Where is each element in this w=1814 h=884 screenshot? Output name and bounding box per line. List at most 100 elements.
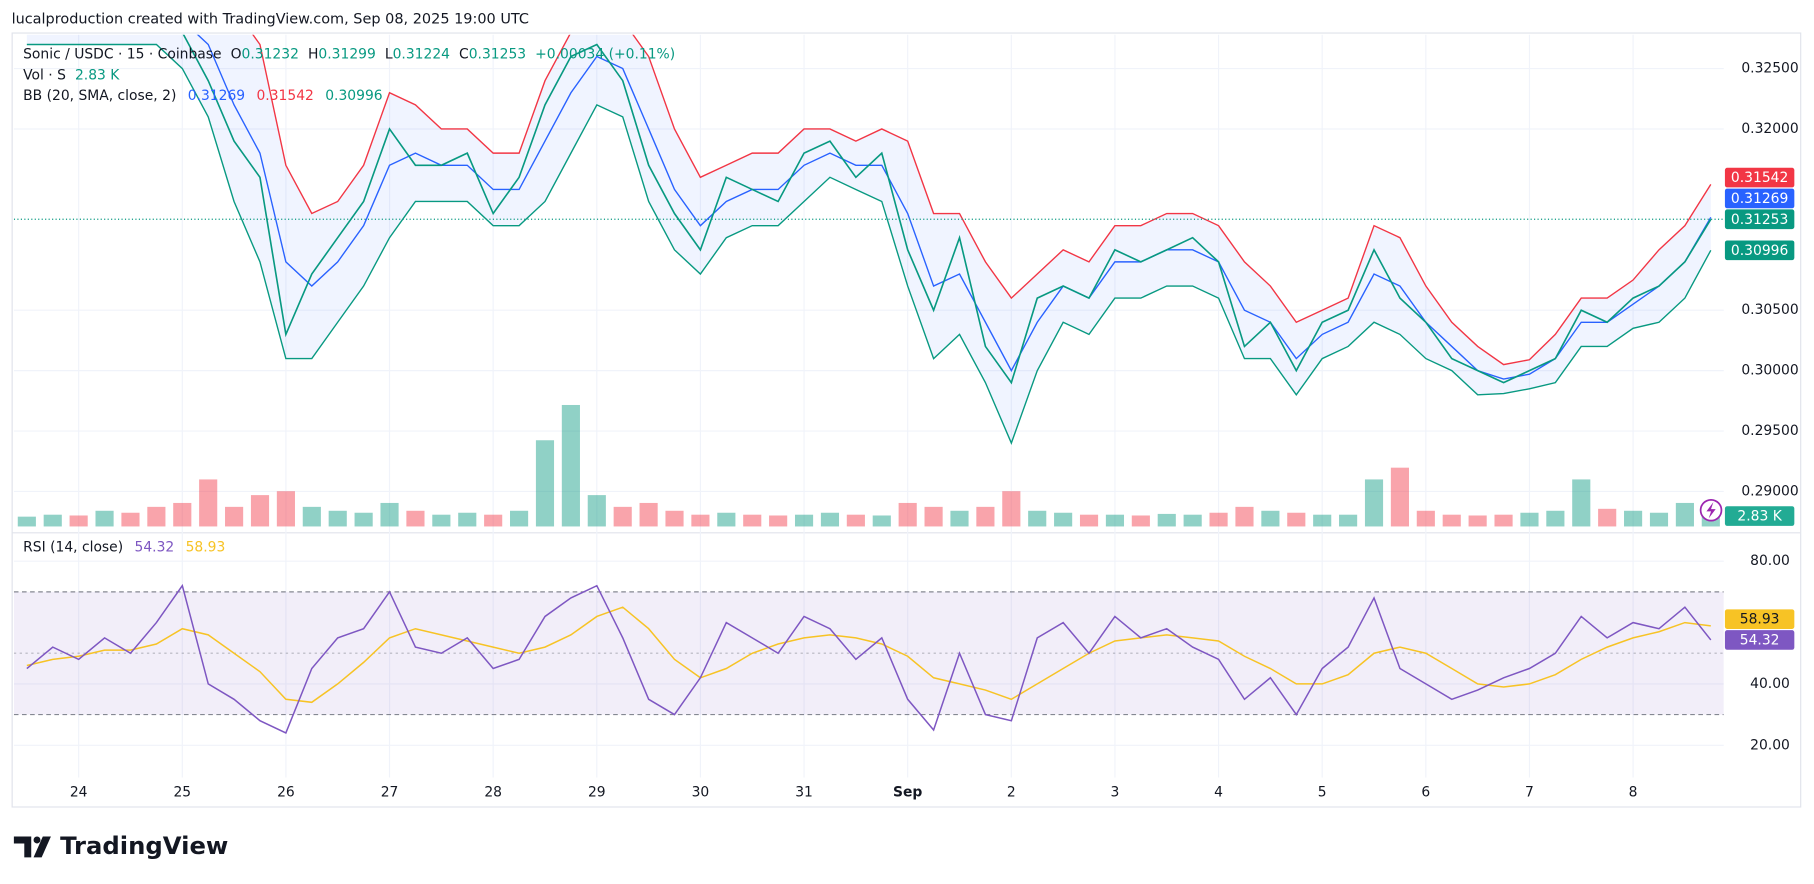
x-tick-label: 8 [1629, 785, 1638, 801]
volume-bar [17, 516, 36, 527]
legend-bb: BB (20, SMA, close, 2) 0.31269 0.31542 0… [23, 88, 382, 104]
price-line [182, 34, 1712, 385]
rsi-ma-value: 58.93 [186, 539, 226, 555]
price-tag [1724, 209, 1795, 230]
x-tick-label: 27 [381, 785, 399, 801]
y-tick-label: 0.29500 [1741, 423, 1798, 439]
volume-tag [1724, 506, 1795, 526]
ohlc-value: 0.31299 [318, 46, 375, 62]
volume-bar [1468, 515, 1487, 527]
volume-bar [328, 510, 347, 527]
volume-bar [794, 514, 814, 527]
frame [11, 32, 1802, 808]
volume-bar [561, 404, 580, 527]
price-tag [1724, 167, 1795, 188]
volume-bar [1287, 512, 1306, 527]
change: +0.00034 (+0.11%) [535, 46, 675, 62]
volume-bar [1105, 514, 1125, 527]
ohlc-value: 0.31224 [393, 46, 451, 62]
rsi-label: RSI (14, close) [23, 539, 123, 555]
volume-bar [1364, 479, 1384, 527]
volume-bar [173, 502, 192, 527]
volume-bar [535, 440, 555, 527]
volume-bar [95, 510, 114, 527]
volume-bar [1624, 510, 1643, 527]
volume-bar [924, 506, 943, 527]
y-tick-label: 0.32500 [1741, 61, 1798, 77]
bb-basis: 0.31269 [188, 88, 245, 104]
legend-rsi: RSI (14, close) 54.32 58.93 [23, 539, 225, 555]
volume-bar [1028, 510, 1047, 527]
volume-bar [846, 514, 865, 527]
alert-icon[interactable] [1699, 498, 1723, 522]
bb-lower-line [26, 43, 1712, 445]
volume-bar [1572, 479, 1591, 527]
x-tick-label: 6 [1421, 785, 1430, 801]
volume-bar [587, 495, 606, 527]
y-tick-label: 0.29000 [1741, 483, 1798, 499]
bb-lower: 0.30996 [325, 88, 382, 104]
volume-bar [1235, 506, 1254, 527]
volume-bar [354, 512, 373, 527]
logo-text: TradingView [60, 831, 228, 860]
volume-bar [250, 495, 270, 527]
y-tick-label: 80.00 [1750, 553, 1790, 569]
volume-bar [406, 510, 425, 527]
volume-bar [380, 502, 399, 527]
x-tick-label: 31 [795, 785, 813, 801]
axes: 24 25 26 27 28 29 30 31 Sep 2 3 4 5 6 7 8 0.29000 0.29500… [70, 61, 1799, 801]
price-tag-label: 0.31542 [1731, 170, 1788, 186]
volume-bar [1002, 491, 1021, 527]
volume-value: 2.83 K [75, 67, 120, 83]
volume-bar [458, 512, 477, 527]
y-tick-label: 20.00 [1750, 737, 1790, 753]
symbol: Sonic / USDC · 15 · Coinbase [23, 46, 221, 62]
ohlc-label: L [385, 46, 393, 62]
x-tick-label: 7 [1525, 785, 1534, 801]
volume-label: Vol · S [23, 67, 66, 83]
ohlc-label: C [459, 46, 469, 62]
price-tag [1724, 630, 1795, 650]
price-tag-label: 0.31253 [1731, 212, 1788, 228]
x-tick-label: 2 [1007, 785, 1016, 801]
x-tick-label: 30 [692, 785, 710, 801]
volume-bar [1079, 514, 1099, 527]
y-tick-label: 40.00 [1750, 676, 1790, 692]
volume-bar [432, 514, 451, 527]
volume-bar [1494, 514, 1513, 527]
volume-bar [484, 514, 503, 527]
volume-bar [1416, 510, 1435, 527]
x-tick-label: Sep [893, 785, 922, 801]
rsi-line [26, 583, 1712, 734]
bb-fill [26, 34, 1711, 444]
ohlc-value: 0.31253 [469, 46, 526, 62]
legend-main: Sonic / USDC · 15 · Coinbase O0.31232 H0… [23, 46, 675, 62]
volume-bar [121, 512, 140, 527]
volume-bar [225, 506, 244, 527]
volume-bar [743, 514, 762, 527]
price-tag [1724, 609, 1795, 629]
ohlc-label: H [308, 46, 318, 62]
volume-bar [1183, 514, 1202, 527]
x-tick-label: 4 [1214, 785, 1223, 801]
volume-bar [1675, 502, 1694, 527]
volume-bar [769, 515, 788, 527]
volume-bar [147, 506, 166, 527]
volume-bar [199, 479, 218, 527]
volume-bar [69, 515, 88, 527]
logo: TradingView [13, 831, 228, 860]
rsi-ma-line [26, 606, 1711, 704]
volume-bar [1520, 512, 1539, 527]
x-tick-label: 24 [70, 785, 88, 801]
bb-upper-line [252, 34, 1712, 366]
volume-bar [1054, 512, 1073, 527]
volume-bar [639, 502, 658, 527]
volume-bar [1131, 515, 1150, 527]
volume-bar [872, 515, 891, 527]
legend-volume: Vol · S 2.83 K [23, 67, 120, 83]
y-tick-label: 0.30500 [1741, 302, 1798, 318]
volume-bar [691, 514, 710, 527]
volume-bar [43, 514, 62, 527]
